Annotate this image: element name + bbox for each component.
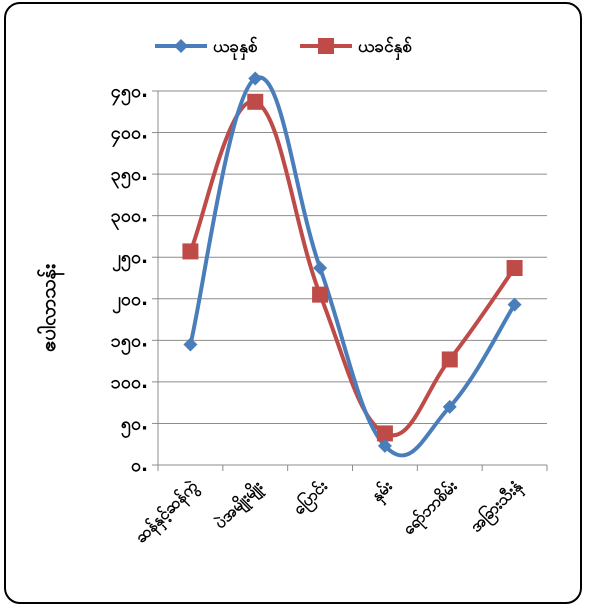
y-axis-title: ဧပါလာသန်း <box>36 264 65 352</box>
y-tick-label: ၅၀. <box>121 413 148 438</box>
y-tick-label: ၃၀၀. <box>111 206 148 231</box>
x-tick-label: ဆန်နှင့်ဆန်ကွဲ <box>131 475 205 549</box>
x-tick-label: နှမ်း <box>367 476 398 507</box>
y-tick-label: ၄၅၀. <box>111 81 148 106</box>
data-point-square <box>506 260 523 277</box>
series <box>182 71 523 458</box>
y-tick-label: ၀. <box>131 455 148 476</box>
data-point-diamond <box>442 399 457 414</box>
legend-marker-diamond <box>174 39 188 53</box>
y-tick-label: ၂၀၀. <box>112 289 148 314</box>
legend-marker-square <box>318 38 334 54</box>
series-line <box>188 75 517 458</box>
data-point-square <box>182 243 199 260</box>
y-tick-labels: ၀. ၅၀. ၁၀၀. ၁၅၀. ၂၀၀. ၂၅၀. ၃၀၀. ၃၅၀. ၄၀၀. ၄၅၀. <box>111 81 148 476</box>
data-point-diamond <box>507 297 522 312</box>
data-point-diamond <box>313 261 328 276</box>
data-point-diamond <box>183 337 198 352</box>
legend-label: ယခုနှစ် <box>213 36 258 61</box>
y-tick-label: ၂၅၀. <box>112 247 148 272</box>
x-tick-label: ပြောင်း <box>288 476 333 521</box>
data-point-diamond <box>248 71 263 86</box>
x-tick-label: အခြားသီးနှံ <box>465 475 528 538</box>
x-tick-label: ပဲအမျိုးမျိုး <box>210 476 269 535</box>
data-point-square <box>441 351 458 368</box>
legend-label: ယခင်နှစ် <box>358 36 412 61</box>
data-point-square <box>312 286 329 303</box>
legend: ယခုနှစ် ယခင်နှစ် <box>155 36 412 61</box>
y-tick-label: ၄၀၀. <box>111 123 148 148</box>
y-tick-label: ၁၅၀. <box>111 330 148 355</box>
x-tick-label: ရော်ဘာစိမ်း <box>399 476 464 541</box>
axes <box>152 90 548 471</box>
chart-frame <box>4 2 582 604</box>
data-point-square <box>376 425 393 442</box>
y-tick-label: ၁၀၀. <box>111 372 148 393</box>
x-tick-labels: ဆန်နှင့်ဆန်ကွဲ ပဲအမျိုးမျိုး ပြောင်း နှမ်းရ… <box>131 475 529 549</box>
data-point-square <box>247 93 264 110</box>
data-point-diamond <box>377 438 392 453</box>
y-tick-label: ၃၅၀. <box>111 164 148 189</box>
gridlines <box>158 90 547 424</box>
